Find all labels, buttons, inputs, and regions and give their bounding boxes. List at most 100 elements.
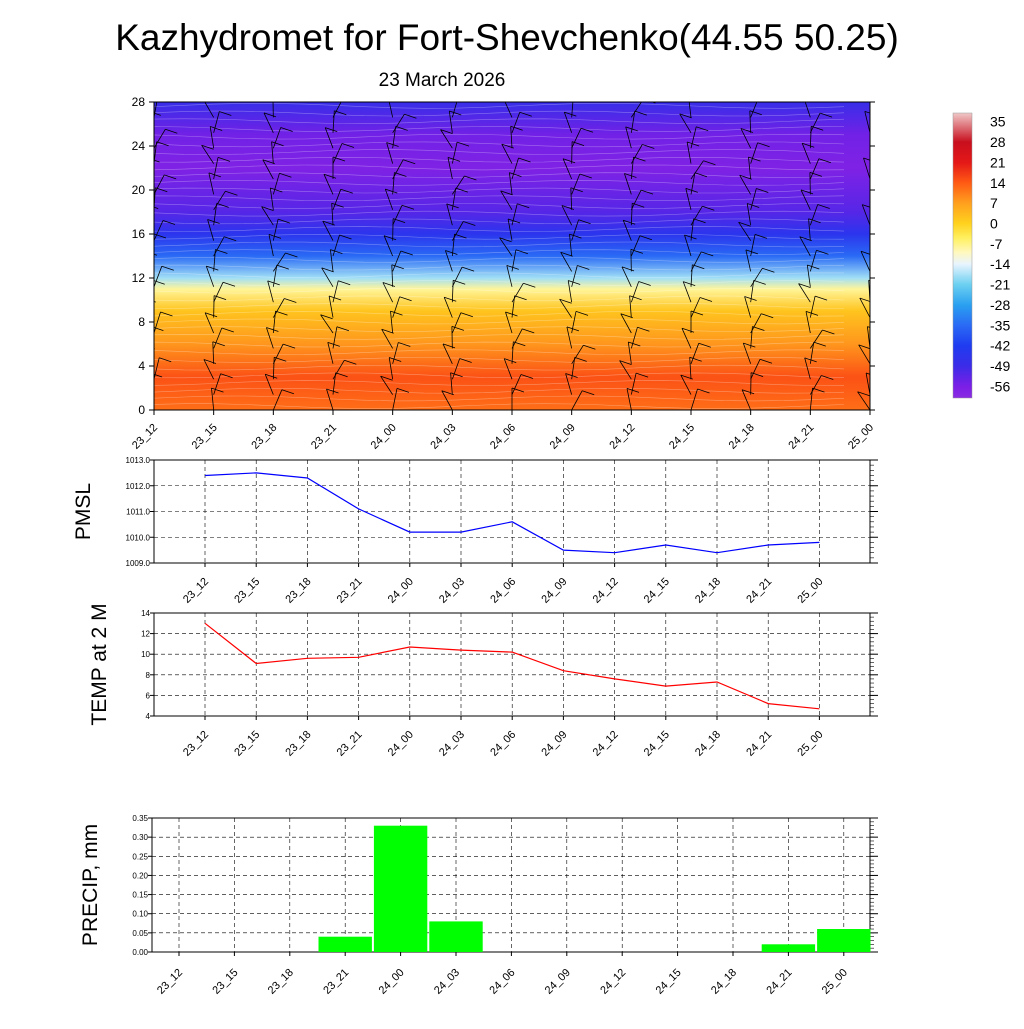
pmsl-xtick-label: 24_03 [437,576,467,606]
wind-barb [870,84,882,102]
wind-barb-feather [882,84,894,88]
heatmap-ytick-label: 20 [132,183,146,197]
pmsl-ytick-label: 1013.0 [126,456,151,465]
heatmap-xtick-label: 23_21 [309,422,339,452]
wind-barb-feather [813,80,825,84]
colorbar-label: 35 [990,114,1006,130]
temp-xtick-label: 23_15 [232,729,262,759]
heatmap-xtick-label: 24_06 [488,422,518,452]
heatmap-ytick-label: 28 [132,95,146,109]
heatmap-xtick-label: 24_18 [727,422,757,452]
precip-ytick-label: 0.10 [132,910,148,919]
wind-barb-feather [512,80,524,84]
wind-barb-feather [388,96,400,100]
temp-xtick-label: 24_21 [744,729,774,759]
colorbar-label: 14 [990,175,1006,191]
grid [154,613,870,716]
pmsl-ylabel: PMSL [72,483,95,540]
heatmap-ytick-label: 16 [132,227,146,241]
colorbar-label: -14 [990,256,1010,272]
heatmap-xtick-label: 24_09 [548,422,578,452]
wind-barb-feather [458,96,470,100]
wind-barb [212,80,214,102]
heatmap-xtick-label: 24_21 [786,422,816,452]
precip-xtick-label: 23_15 [210,967,240,997]
colorbar-label: -28 [990,297,1010,313]
wind-barb-feather [879,221,891,225]
colorbar-label: -21 [990,277,1010,293]
wind-barb-feather [698,81,710,85]
temp-ytick-label: 14 [141,609,150,618]
grid [152,818,870,952]
precip-xtick-label: 24_21 [764,967,794,997]
precip-ytick-label: 0.05 [132,929,148,938]
temp-xtick-label: 24_09 [539,729,569,759]
precip-frame [152,818,870,952]
chart-title: Kazhydromet for Fort-Shevchenko(44.55 50… [115,17,899,58]
precip-bar [319,937,372,952]
wind-barb-feather [343,98,355,102]
heatmap-xtick-label: 23_12 [130,422,160,452]
wind-barb-feather [742,82,754,86]
precip-xtick-label: 24_06 [487,967,517,997]
wind-barb [870,96,874,118]
precip-xtick-label: 24_09 [543,967,573,997]
temp-ytick-label: 6 [146,691,151,700]
chart-subtitle: 23 March 2026 [379,70,506,91]
pmsl-ytick-label: 1009.0 [126,559,151,568]
wind-barb [144,298,154,318]
wind-barb-feather [166,84,178,88]
wind-barb-feather [870,234,882,238]
wind-barb [327,81,334,102]
precip-bar [762,944,815,952]
precip-bar [374,826,427,952]
temp-ytick-label: 12 [141,630,150,639]
heatmap-xtick-label: 24_00 [369,422,399,452]
wind-barb-feather [880,175,892,179]
temp-ytick-label: 8 [146,671,151,680]
wind-barb-feather [282,82,294,86]
precip-ytick-label: 0.00 [132,948,148,957]
wind-barb [870,129,881,148]
precip-ytick-label: 0.30 [132,833,148,842]
colorbar-label: 21 [990,154,1006,170]
wind-barb [870,175,880,195]
wind-barb [146,205,154,226]
precip-xtick-label: 24_00 [377,967,407,997]
wind-barb [148,158,155,179]
precip-ytick-label: 0.20 [132,871,148,880]
colorbar-label: -49 [990,358,1010,374]
precip-ytick-label: 0.25 [132,852,148,861]
pmsl-xtick-label: 24_06 [488,576,518,606]
pmsl-ytick-label: 1012.0 [126,482,151,491]
precip-xtick-label: 25_00 [820,967,850,997]
wind-barb [870,266,878,287]
temp-ytick-label: 4 [146,712,151,721]
wind-barb-feather [582,83,594,87]
wind-barb [150,373,154,395]
colorbar-label: 7 [990,195,998,211]
heatmap-xtick-label: 24_12 [607,422,637,452]
wind-barb-feather [878,266,890,270]
precip-xtick-label: 23_18 [266,967,296,997]
wind-barb-feather [627,80,639,84]
precip-bar [817,929,870,952]
heatmap-xtick-label: 23_18 [249,422,279,452]
wind-barb-feather [875,358,887,362]
wind-barb-feather [803,97,815,101]
colorbar-label: 0 [990,216,998,232]
temp-xtick-label: 24_18 [693,729,723,759]
heatmap-ytick-label: 24 [132,139,146,153]
pmsl-ytick-label: 1010.0 [126,533,151,542]
wind-barb [154,84,166,102]
pmsl-xtick-label: 23_15 [232,576,262,606]
wind-barb-feather [759,97,771,101]
colorbar-label: 28 [990,134,1006,150]
colorbar-label: -7 [990,236,1003,252]
precip-xtick-label: 24_03 [432,967,462,997]
precip-xtick-label: 23_12 [155,967,185,997]
temp-xtick-label: 24_00 [386,729,416,759]
precip-xtick-label: 24_18 [709,967,739,997]
temp-xtick-label: 23_21 [335,729,365,759]
